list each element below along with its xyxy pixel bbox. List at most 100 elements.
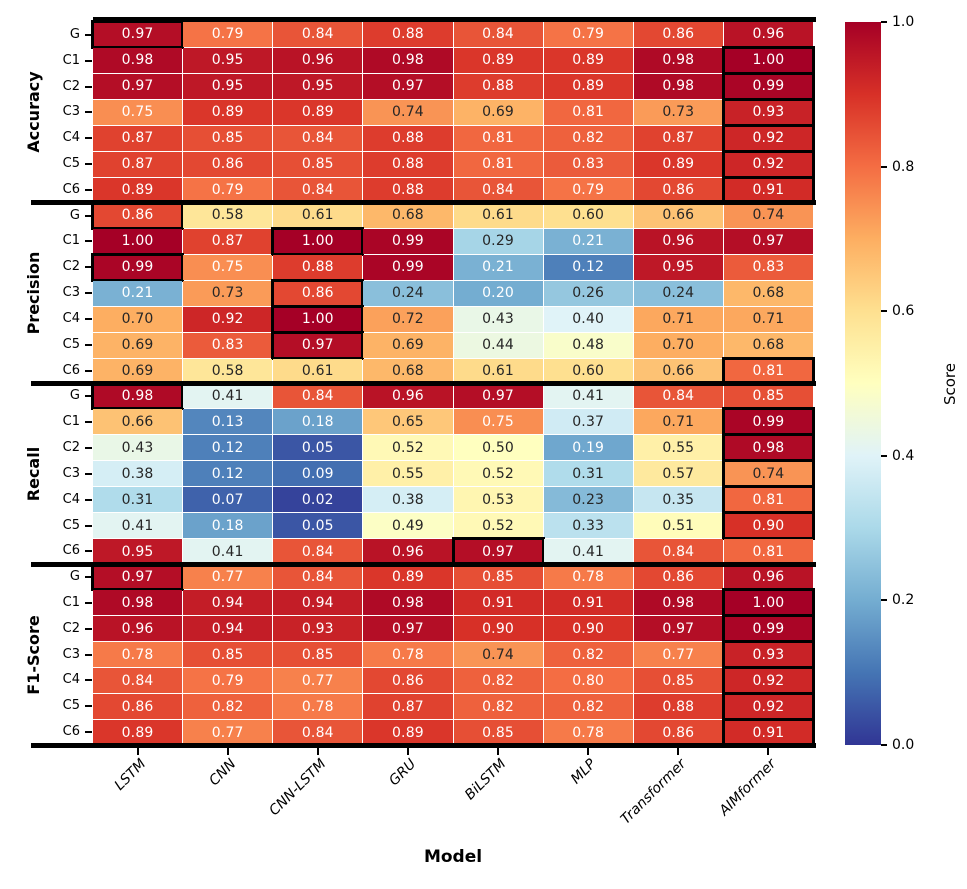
heatmap-cell: 0.98: [721, 433, 816, 463]
heatmap-cell: 0.66: [633, 358, 723, 384]
y-tick: [85, 550, 92, 553]
y-tick: [85, 447, 92, 450]
x-tick: [677, 748, 679, 755]
heatmap-cell: 0.84: [453, 177, 543, 203]
heatmap-cell: 0.61: [453, 202, 543, 228]
heatmap-cell: 0.90: [543, 616, 633, 642]
section-divider-precision-recall: [31, 381, 816, 386]
heatmap-section-f1-score: 0.97 0.77 0.84 0.89 0.85 0.78 0.86 0.96 0.98 0.94…: [90, 562, 816, 747]
row-label-f1-score-c3: C3: [62, 646, 80, 662]
heatmap-cell: 0.41: [93, 513, 183, 539]
heatmap-cell: 0.68: [723, 332, 813, 358]
heatmap-cell: 0.82: [543, 125, 633, 151]
heatmap-cell: 0.86: [93, 694, 183, 720]
heatmap-cell: 0.95: [183, 47, 273, 73]
heatmap-cell: 0.75: [183, 254, 273, 280]
row-label-recall-g: G: [69, 388, 80, 404]
heatmap-cell: 0.88: [363, 177, 453, 203]
heatmap-cell: 0.78: [543, 720, 633, 745]
heatmap-cell: 0.96: [723, 564, 813, 590]
heatmap-cell: 0.89: [363, 564, 453, 590]
heatmap-cell: 0.86: [271, 278, 365, 308]
y-tick: [85, 33, 92, 36]
heatmap-cell: 0.60: [543, 358, 633, 384]
heatmap-cell: 0.60: [543, 202, 633, 228]
heatmap-cell: 0.98: [93, 590, 183, 616]
row-label-accuracy-c4: C4: [62, 130, 80, 146]
heatmap-cell: 0.80: [543, 668, 633, 694]
heatmap-cell: 0.86: [633, 564, 723, 590]
heatmap-cell: 0.52: [363, 435, 453, 461]
heatmap-cell: 0.31: [93, 487, 183, 513]
y-tick: [85, 627, 92, 630]
heatmap-cell: 0.77: [273, 668, 363, 694]
y-tick: [85, 421, 92, 424]
heatmap-cell: 0.85: [453, 720, 543, 745]
heatmap-cell: 0.40: [543, 306, 633, 332]
heatmap-cell: 0.81: [723, 539, 813, 565]
row-label-precision-c1: C1: [62, 233, 80, 249]
heatmap-cell: 0.97: [363, 73, 453, 99]
heatmap-cell: 0.74: [453, 642, 543, 668]
heatmap-cell: 0.82: [183, 694, 273, 720]
heatmap-cell: 0.91: [543, 590, 633, 616]
heatmap-cell: 0.79: [183, 668, 273, 694]
heatmap-cell: 0.99: [721, 71, 816, 101]
heatmap-cell: 0.37: [543, 409, 633, 435]
heatmap-cell: 0.89: [633, 151, 723, 177]
heatmap-cell: 0.50: [453, 435, 543, 461]
heatmap-cell: 0.98: [93, 47, 183, 73]
heatmap-cell: 0.43: [93, 435, 183, 461]
colorbar-tick: [881, 165, 887, 168]
heatmap-cell: 0.29: [453, 228, 543, 254]
heatmap-cell: 0.21: [543, 228, 633, 254]
heatmap-cell: 0.35: [633, 487, 723, 513]
row-label-accuracy-c5: C5: [62, 156, 80, 172]
heatmap-cell: 0.70: [633, 332, 723, 358]
y-tick: [85, 576, 92, 579]
heatmap-cell: 0.77: [183, 564, 273, 590]
row-label-recall-c3: C3: [62, 465, 80, 481]
heatmap-cell: 0.79: [183, 177, 273, 203]
row-label-precision-g: G: [69, 207, 80, 223]
heatmap-cell: 0.85: [453, 564, 543, 590]
heatmap-cell: 0.98: [633, 73, 723, 99]
heatmap-cell: 0.12: [183, 461, 273, 487]
y-tick: [85, 292, 92, 295]
heatmap-cell: 0.84: [273, 125, 363, 151]
heatmap-cell: 0.94: [183, 590, 273, 616]
heatmap-cell: 0.92: [721, 149, 816, 179]
heatmap-cell: 0.91: [453, 590, 543, 616]
y-tick: [85, 188, 92, 191]
row-label-accuracy-g: G: [69, 26, 80, 42]
heatmap-cell: 0.05: [273, 513, 363, 539]
heatmap-cell: 0.87: [93, 151, 183, 177]
heatmap-cell: 0.78: [543, 564, 633, 590]
y-tick: [85, 498, 92, 501]
x-tick: [587, 748, 589, 755]
heatmap-section-recall: 0.98 0.41 0.84 0.96 0.97 0.41 0.84 0.85 0.66 0.13…: [90, 381, 816, 567]
heatmap-section-accuracy: 0.97 0.79 0.84 0.88 0.84 0.79 0.86 0.96 0.98 0.95…: [90, 20, 816, 205]
heatmap-cell: 0.89: [453, 47, 543, 73]
heatmap-cell: 0.84: [273, 22, 363, 47]
heatmap-cell: 0.52: [453, 461, 543, 487]
heatmap-cell: 0.82: [543, 694, 633, 720]
row-label-accuracy-c6: C6: [62, 181, 80, 197]
heatmap-cell: 0.83: [543, 151, 633, 177]
heatmap-cell: 0.82: [453, 668, 543, 694]
y-tick: [85, 679, 92, 682]
heatmap-cell: 0.70: [93, 306, 183, 332]
heatmap-cell: 0.87: [93, 125, 183, 151]
y-tick: [85, 369, 92, 372]
heatmap-cell: 0.79: [543, 22, 633, 47]
row-label-precision-c3: C3: [62, 285, 80, 301]
y-tick: [85, 240, 92, 243]
heatmap-cell: 0.97: [633, 616, 723, 642]
heatmap-cell: 0.23: [543, 487, 633, 513]
heatmap-cell: 0.81: [721, 485, 816, 515]
heatmap-cell: 0.68: [363, 358, 453, 384]
colorbar-tick: [881, 310, 887, 313]
heatmap-cell: 0.90: [721, 511, 816, 541]
heatmap-cell: 0.83: [183, 332, 273, 358]
heatmap-cell: 0.21: [453, 254, 543, 280]
